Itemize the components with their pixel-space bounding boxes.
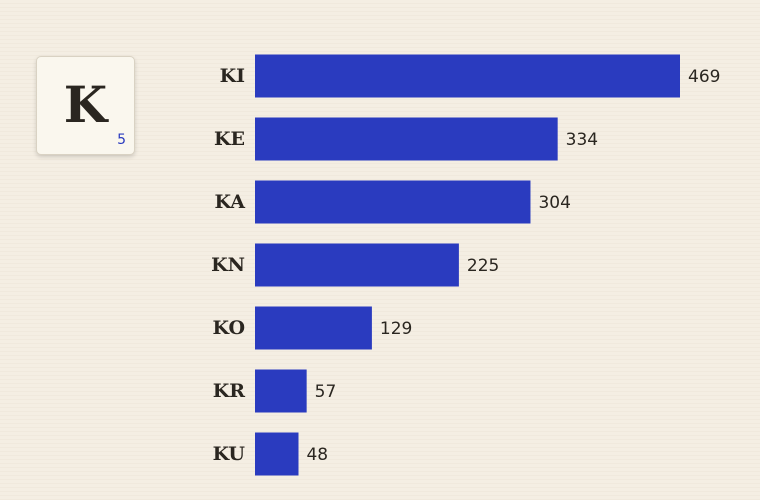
value-label: 334 bbox=[566, 130, 598, 150]
value-label: 469 bbox=[688, 67, 720, 87]
bar bbox=[255, 180, 531, 224]
value-label: 225 bbox=[467, 256, 499, 276]
bar bbox=[255, 117, 558, 161]
bar bbox=[255, 306, 372, 350]
bar bbox=[255, 369, 307, 413]
bar bbox=[255, 54, 680, 98]
category-label: KU bbox=[213, 443, 246, 465]
category-label: KA bbox=[215, 191, 246, 213]
letter-tile: K 5 bbox=[36, 56, 135, 155]
bar bbox=[255, 243, 459, 287]
category-label: KO bbox=[212, 317, 245, 339]
category-label: KN bbox=[211, 254, 245, 276]
value-label: 304 bbox=[538, 193, 570, 213]
category-label: KR bbox=[213, 380, 246, 402]
tile-score: 5 bbox=[117, 132, 126, 148]
bar bbox=[255, 432, 299, 476]
value-label: 57 bbox=[315, 382, 337, 402]
category-label: KE bbox=[214, 128, 245, 150]
value-label: 48 bbox=[306, 445, 328, 465]
tile-letter: K bbox=[63, 75, 108, 134]
value-label: 129 bbox=[380, 319, 412, 339]
category-label: KI bbox=[220, 65, 246, 87]
